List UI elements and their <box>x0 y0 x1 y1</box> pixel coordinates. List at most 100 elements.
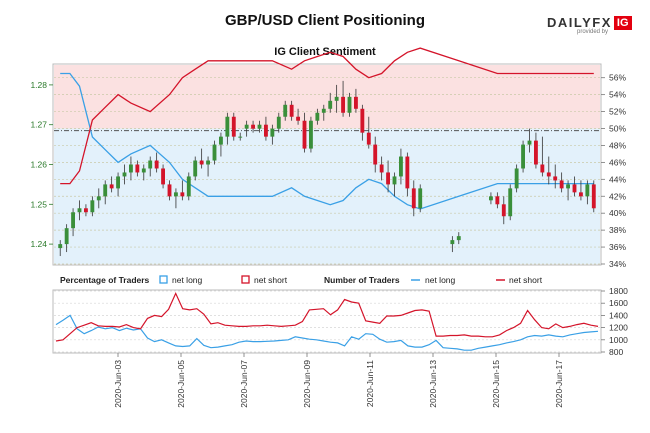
candle-body <box>96 196 101 201</box>
candle-body <box>328 100 333 109</box>
net-long-pct-line <box>60 72 594 210</box>
candle-body <box>84 208 88 213</box>
candle <box>566 180 570 201</box>
candle-body <box>186 176 191 197</box>
count-tick-label: 1600 <box>609 298 628 308</box>
candle <box>501 196 506 225</box>
candle <box>450 236 455 253</box>
ig-badge: IG <box>613 16 632 30</box>
candle-body <box>418 188 423 209</box>
count-tick-label: 800 <box>609 347 623 357</box>
candle-body <box>585 184 590 197</box>
x-tick-label: 2020-Jun-15 <box>491 360 501 408</box>
right-tick-label: 34% <box>609 259 626 269</box>
candle <box>289 100 294 121</box>
candle-body <box>206 160 210 165</box>
candle <box>219 132 223 157</box>
candle-body <box>141 168 146 173</box>
candle <box>141 164 146 181</box>
candle <box>572 176 577 197</box>
candle <box>495 192 500 209</box>
left-tick-label: 1.27 <box>30 120 47 130</box>
count-tick-label: 1400 <box>609 310 628 320</box>
date-axis: 2020-Jun-03 2020-Jun-05 2020-Jun-07 2020-Ju… <box>113 353 564 408</box>
candle <box>264 116 268 141</box>
candle-body <box>238 136 243 138</box>
candlesticks <box>58 80 596 257</box>
candle <box>559 172 564 193</box>
candle-body <box>251 124 255 129</box>
brand-byline: provided by <box>577 29 609 35</box>
count-gridlines <box>54 290 600 353</box>
candle-body <box>456 236 461 241</box>
candle-body <box>90 200 95 213</box>
candle-body <box>405 156 410 189</box>
candle-body <box>508 188 513 217</box>
candle <box>71 208 75 237</box>
candle-body <box>161 168 165 185</box>
candle-body <box>360 108 365 133</box>
candle <box>553 164 558 189</box>
candle <box>206 156 210 177</box>
x-tick-label: 2020-Jun-11 <box>365 360 375 407</box>
candle-body <box>347 96 352 113</box>
legend-short-label: net short <box>254 275 288 285</box>
candle-body <box>244 124 249 129</box>
percent-axis-right: 34% 36% 38% 40% 42% 44% 46% 48% 50% 52% 54% 56% <box>601 73 626 269</box>
candle <box>244 120 249 137</box>
candle <box>283 100 288 121</box>
candle <box>212 140 217 165</box>
legend-percentage-title: Percentage of Traders <box>60 275 150 285</box>
candle-body <box>276 116 281 129</box>
candle-body <box>495 196 500 205</box>
candle <box>309 116 313 153</box>
candle-body <box>64 228 69 245</box>
candle <box>122 164 127 185</box>
right-tick-label: 42% <box>609 191 626 201</box>
candle-body <box>174 192 178 197</box>
candle <box>64 224 69 253</box>
candle-body <box>354 96 358 109</box>
candle-body <box>399 156 403 177</box>
candle-body <box>264 124 268 137</box>
candle-body <box>154 160 159 169</box>
candle <box>96 188 101 209</box>
candle <box>58 240 63 257</box>
candle <box>321 104 326 121</box>
candle-body <box>257 124 262 129</box>
count-lines <box>55 291 599 351</box>
candle <box>238 132 243 141</box>
candle <box>514 164 519 193</box>
candle-body <box>167 184 172 197</box>
brand-wordmark: DAILYFX <box>547 15 612 30</box>
candle-body <box>309 120 313 149</box>
x-tick-label: 2020-Jun-07 <box>239 360 249 408</box>
candle-body <box>334 96 339 101</box>
candle-body <box>366 132 371 145</box>
legend-short-swatch <box>241 275 250 284</box>
candle-body <box>521 144 525 169</box>
candle-body <box>225 116 230 137</box>
right-tick-label: 46% <box>609 157 626 167</box>
dailyfx-logo: DAILYFX IG provided by <box>547 14 632 35</box>
left-tick-label: 1.24 <box>30 239 47 249</box>
candle-body <box>58 244 63 249</box>
candle <box>521 140 525 173</box>
candle-body <box>71 212 75 229</box>
candle-body <box>559 180 564 189</box>
candle-body <box>386 172 390 185</box>
candle <box>456 232 461 245</box>
candle <box>270 124 275 145</box>
candle <box>231 112 236 141</box>
candle-body <box>283 104 288 117</box>
x-tick-label: 2020-Jun-09 <box>302 360 312 408</box>
candle-body <box>212 144 217 161</box>
candle-body <box>193 160 198 177</box>
candle-body <box>566 184 570 189</box>
candle-body <box>553 176 558 181</box>
legend: Percentage of Traders net long net short… <box>60 275 543 285</box>
right-tick-label: 40% <box>609 208 626 218</box>
candle <box>579 180 583 201</box>
candle-body <box>450 240 455 245</box>
